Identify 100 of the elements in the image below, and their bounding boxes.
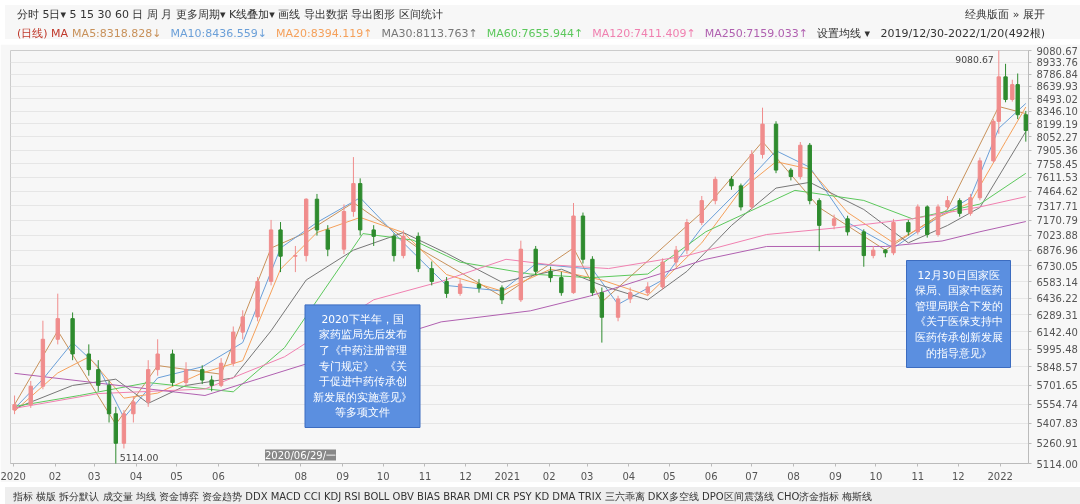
x-tick-label: 05	[663, 470, 676, 482]
text: MA60:7655.944↑	[486, 26, 584, 40]
y-tick-label: 8786.84	[1036, 69, 1078, 81]
candlestick	[96, 359, 101, 392]
candlestick	[738, 183, 744, 211]
annotation: 9080.67	[955, 53, 994, 65]
y-tick-label: 5554.74	[1036, 399, 1078, 411]
text: 经典版面 » 展开	[965, 7, 1045, 23]
candlestick	[1003, 63, 1008, 103]
y-tick-label: 9080.67	[1036, 45, 1078, 57]
y-tick-label: 5260.91	[1036, 438, 1078, 450]
x-tick-label: 12	[459, 470, 472, 482]
x-tick-label: 06	[704, 470, 718, 482]
y-tick-label: 7611.53	[1036, 172, 1078, 184]
text: 设置均线 ▾ 2019/12/30-2022/1/20(492根)	[817, 26, 1045, 40]
candlestick	[499, 284, 505, 305]
y-tick-label: 5407.83	[1036, 418, 1078, 430]
y-tick-label: 5995.48	[1036, 344, 1078, 356]
candlestick	[200, 364, 205, 385]
y-tick-label: 7317.71	[1036, 200, 1078, 212]
text: MA10:8436.559↓	[170, 26, 267, 40]
y-tick-label: 6142.40	[1036, 326, 1078, 338]
text: MA250:7159.033↑	[704, 26, 809, 40]
text: MA5:8318.828↓	[72, 26, 162, 40]
candlestick	[240, 309, 245, 340]
candlestick	[429, 261, 434, 286]
x-tick-label: 03	[87, 470, 101, 482]
x-tick-label: 07	[745, 470, 759, 482]
y-tick-label: 5848.57	[1036, 361, 1078, 373]
y-tick-label: 7905.36	[1036, 145, 1078, 157]
y-tick-label: 6583.14	[1036, 276, 1078, 288]
candlestick	[699, 195, 704, 226]
y-tick-label: 7464.62	[1036, 186, 1078, 198]
y-tick-label: 6730.05	[1036, 260, 1078, 272]
candlestick	[218, 357, 224, 388]
candlestick	[371, 224, 376, 247]
candlestick	[713, 176, 718, 205]
candlestick	[957, 197, 962, 218]
y-tick-label: 6876.96	[1036, 245, 1078, 257]
y-tick-label: 8639.93	[1036, 81, 1078, 93]
candlestick	[12, 395, 17, 415]
y-tick-label: 8199.19	[1036, 118, 1078, 130]
candlestick	[559, 271, 564, 297]
y-tick-label: 5114.00	[1036, 458, 1078, 470]
y-tick-label: 7758.45	[1036, 158, 1078, 170]
candlestick	[444, 276, 449, 299]
x-tick-label: 05	[170, 470, 183, 482]
x-tick-label: 04	[129, 470, 143, 482]
x-tick-label: 08	[294, 470, 308, 482]
y-tick-label: 8933.76	[1036, 57, 1078, 69]
x-tick-label: 03	[580, 470, 594, 482]
candlestick	[615, 295, 621, 322]
x-tick-label: 12	[951, 470, 965, 482]
x-tick-label: 02	[542, 470, 556, 482]
y-tick-label: 8052.27	[1036, 131, 1078, 143]
x-tick-label: 09	[829, 470, 842, 482]
text: 指标 横版 拆分默认 成交量 均线 资金博弈 资金趋势 DDX MACD CCI KDJ RSI BOLL OBV BIAS BRAR DMI CR PSY KD DMA TRIX 三六乖离 DKX多空线 DPO区间震荡线 CHO济金指标 梅斯线	[12, 490, 874, 504]
x-tick-label: 10	[376, 470, 390, 482]
candlestick	[28, 380, 33, 409]
y-tick-label: 6436.22	[1036, 293, 1078, 305]
x-tick-label: 10	[869, 470, 883, 482]
candlestick	[1023, 110, 1028, 143]
x-tick-label: 11	[418, 470, 432, 482]
text: MA20:8394.119↑	[275, 26, 373, 40]
y-tick-label: 5701.65	[1036, 380, 1078, 392]
x-tick-label: 2022	[987, 470, 1013, 482]
candlestick	[131, 396, 136, 423]
x-tick-label: 08	[787, 470, 800, 482]
candlestick	[86, 343, 91, 377]
text: MA120:7411.409↑	[592, 26, 696, 40]
candlestick	[1010, 79, 1015, 103]
candlestick	[391, 232, 397, 263]
x-tick-label: 02	[48, 470, 62, 482]
x-tick-label: 09	[336, 470, 349, 482]
x-tick-label: 06	[212, 470, 225, 482]
candlestick	[293, 245, 298, 273]
candlestick	[183, 361, 189, 387]
y-tick-label: 6289.31	[1036, 309, 1078, 321]
candlestick	[325, 224, 330, 257]
candlestick	[673, 245, 679, 268]
annotation: 5114.00	[119, 451, 159, 463]
x-tick-label: 2021	[494, 470, 521, 482]
candlestick	[476, 278, 482, 294]
annotation: 12月30日国家医保局、国家中医药管理局联合下发的《关于医保支持中医药传承创新发展的指导意见》	[914, 268, 1003, 360]
y-tick-label: 7023.88	[1036, 230, 1078, 242]
x-tick-label: 11	[911, 470, 925, 482]
candlestick	[861, 228, 866, 268]
x-tick-label: 2020	[0, 470, 26, 482]
text: (日线) MA	[17, 26, 69, 40]
candlestick	[845, 215, 850, 237]
candlestick	[155, 338, 160, 377]
text: MA30:8113.763↑	[381, 26, 478, 40]
candlestick	[968, 193, 973, 217]
y-tick-label: 8346.10	[1036, 106, 1078, 118]
y-tick-label: 8493.02	[1036, 93, 1078, 105]
text: 分时 5日▾ 5 15 30 60 日 周 月 更多周期▾ K线叠加▾ 画线 导出数据 导出图形 区间统计	[17, 7, 443, 23]
candlestick	[401, 229, 406, 259]
y-tick-label: 7170.79	[1036, 215, 1078, 227]
candlestick	[533, 245, 538, 276]
candlestick	[55, 293, 60, 345]
